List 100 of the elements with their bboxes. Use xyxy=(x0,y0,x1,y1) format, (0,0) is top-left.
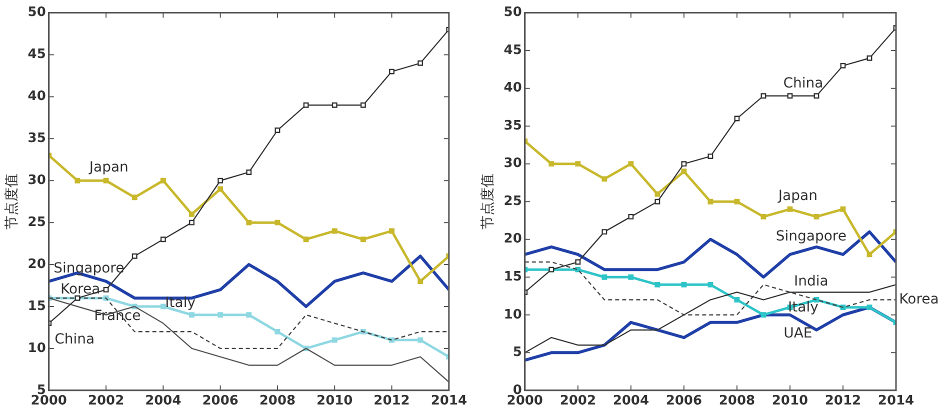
y-tick-label: 5 xyxy=(512,345,522,360)
x-tick-label: 2004 xyxy=(145,394,182,409)
point xyxy=(246,170,252,175)
point xyxy=(734,198,740,204)
series-label: Korea xyxy=(60,281,100,298)
point xyxy=(734,116,740,122)
x-tick-label: 2004 xyxy=(612,394,650,409)
series-label: Singapore xyxy=(776,228,846,245)
y-tick-label: 40 xyxy=(28,89,46,104)
x-tick-label: 2010 xyxy=(316,394,353,409)
series-label: Japan xyxy=(777,188,818,204)
y-tick-label: 50 xyxy=(504,5,522,20)
y-tick-label: 25 xyxy=(28,214,46,230)
point xyxy=(654,282,660,288)
point xyxy=(160,304,166,310)
y-tick-label: 15 xyxy=(28,298,46,314)
x-tick-label: 2006 xyxy=(666,394,702,409)
point xyxy=(760,312,766,318)
point xyxy=(866,55,872,61)
y-tick-label: 45 xyxy=(28,47,46,62)
point xyxy=(548,161,554,167)
point xyxy=(389,228,394,234)
line-series xyxy=(524,261,896,316)
y-tick-label: 20 xyxy=(28,256,46,272)
point xyxy=(654,191,660,197)
point xyxy=(418,337,424,343)
y-tick-label: 20 xyxy=(504,232,522,247)
point xyxy=(218,312,224,318)
x-tick-label: 2012 xyxy=(374,394,410,409)
series-label: China xyxy=(54,332,95,348)
x-tick-label: 2014 xyxy=(878,394,914,409)
series-label: China xyxy=(783,75,824,92)
x-tick-label: 2014 xyxy=(430,394,468,409)
x-tick-label: 2006 xyxy=(202,394,238,409)
x-tick-label: 2002 xyxy=(88,394,124,409)
y-axis-title: 节点度值 xyxy=(480,174,496,230)
point xyxy=(602,229,608,235)
point xyxy=(303,236,309,242)
series-label: Italy xyxy=(165,294,196,311)
point xyxy=(218,186,224,192)
point xyxy=(866,252,872,258)
point xyxy=(681,168,687,174)
point xyxy=(132,253,138,259)
y-axis-title: 节点度值 xyxy=(4,174,20,230)
x-tick-label: 2010 xyxy=(772,394,808,409)
point xyxy=(132,194,138,200)
point xyxy=(654,198,660,204)
y-tick-label: 10 xyxy=(28,340,46,356)
series-label: Singapore xyxy=(54,260,124,276)
point xyxy=(840,206,846,212)
series-label: Japan xyxy=(88,160,128,176)
point xyxy=(274,128,280,133)
x-tick-label: 2008 xyxy=(718,394,756,409)
point xyxy=(74,178,80,184)
point xyxy=(814,93,820,99)
point xyxy=(602,274,608,280)
y-tick-label: 15 xyxy=(504,269,522,284)
y-tick-label: 50 xyxy=(28,5,46,20)
point xyxy=(189,211,194,217)
point xyxy=(575,266,581,272)
point xyxy=(418,60,424,66)
point xyxy=(360,102,366,108)
point xyxy=(628,274,634,280)
y-tick-label: 45 xyxy=(504,42,522,58)
point xyxy=(708,154,714,160)
point xyxy=(274,220,280,226)
point xyxy=(360,236,366,242)
point xyxy=(246,312,252,318)
point xyxy=(332,228,338,234)
point xyxy=(332,102,338,108)
point xyxy=(681,161,687,167)
point xyxy=(708,198,714,204)
point xyxy=(160,236,166,242)
x-tick-label: 2002 xyxy=(560,394,596,409)
point xyxy=(575,259,581,265)
point xyxy=(760,214,766,220)
point xyxy=(814,214,820,220)
point xyxy=(575,161,581,167)
x-tick-label: 2008 xyxy=(259,394,296,409)
y-tick-label: 30 xyxy=(504,156,522,172)
y-tick-label: 10 xyxy=(504,307,522,322)
series-label: Korea xyxy=(899,291,939,308)
point xyxy=(274,328,280,334)
point xyxy=(628,161,634,167)
point xyxy=(418,278,424,284)
point xyxy=(160,178,166,184)
point xyxy=(866,304,872,310)
x-tick-label: 2012 xyxy=(824,394,862,409)
point xyxy=(332,337,338,343)
y-tick-label: 35 xyxy=(28,131,46,146)
point xyxy=(787,93,793,99)
point xyxy=(218,178,224,184)
point xyxy=(189,312,194,318)
point xyxy=(681,282,687,288)
y-tick-label: 35 xyxy=(504,118,522,134)
series-label: France xyxy=(94,308,141,324)
point xyxy=(734,297,740,302)
point xyxy=(760,93,766,99)
point xyxy=(708,282,714,288)
point xyxy=(103,286,109,292)
